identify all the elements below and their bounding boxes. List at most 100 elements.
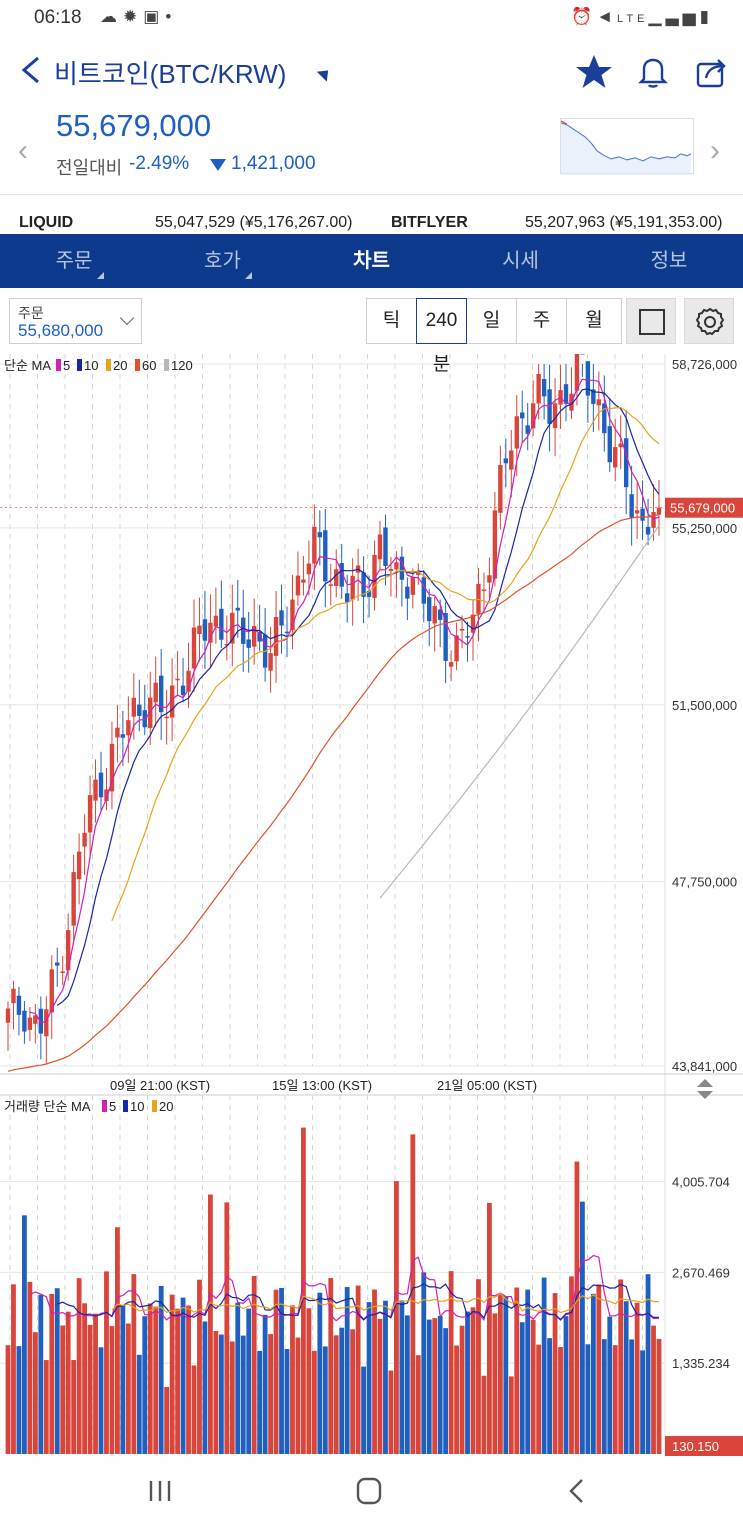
volume-bar — [618, 1279, 624, 1454]
back-icon[interactable] — [14, 50, 50, 90]
candle-body — [372, 554, 377, 598]
candle-body — [459, 629, 465, 631]
volume-bar — [432, 1318, 438, 1454]
volume-bar — [503, 1296, 509, 1454]
volume-bar — [394, 1181, 399, 1454]
chart-settings-button[interactable] — [684, 298, 734, 344]
candle-body — [377, 534, 383, 560]
candle-body — [596, 399, 602, 406]
period-tick-button[interactable]: 틱 — [366, 298, 417, 344]
x-tick-label: 09일 21:00 (KST) — [110, 1078, 210, 1093]
exchange-name-liquid: LIQUID — [19, 214, 74, 231]
back-nav-icon[interactable] — [563, 1476, 593, 1506]
volume-bar — [388, 1370, 394, 1454]
exchange-name-bitflyer: BITFLYER — [391, 214, 468, 231]
candle-body — [295, 575, 301, 596]
candle-body — [158, 675, 164, 713]
volume-bar — [629, 1339, 635, 1454]
candle-body — [607, 426, 612, 463]
volume-legend-swatch — [152, 1100, 157, 1112]
candlestick-chart[interactable]: 58,726,000 55,250,000 51,500,000 47,750,000… — [0, 351, 743, 1456]
volume-bar — [415, 1355, 421, 1454]
order-price-select[interactable]: 주문 55,680,000 — [9, 298, 142, 344]
candle-body — [323, 530, 328, 582]
chart-area[interactable]: 58,726,000 55,250,000 51,500,000 47,750,000… — [0, 351, 743, 1461]
page-title[interactable]: 비트코인(BTC/KRW) — [54, 59, 287, 89]
candle-body — [651, 511, 656, 528]
candle-body — [530, 403, 536, 429]
candle-body — [279, 610, 284, 626]
tab-orderbook[interactable]: 호가 — [148, 234, 297, 288]
tab-chart[interactable]: 차트 — [297, 234, 446, 288]
signal-icon: ▁▃▅ — [648, 7, 700, 26]
volume-bar — [240, 1335, 246, 1454]
volume-legend-swatch — [102, 1100, 107, 1112]
candle-body — [142, 710, 147, 728]
volume-bar — [404, 1315, 410, 1454]
lte-signal-icon: LTE — [617, 13, 649, 25]
candle-body — [153, 682, 158, 703]
mini-chart[interactable] — [560, 118, 694, 175]
period-week-button[interactable]: 주 — [516, 298, 567, 344]
volume-bar — [60, 1325, 66, 1454]
candle-body — [634, 510, 640, 514]
volume-bar — [32, 1332, 38, 1454]
recent-apps-icon[interactable] — [146, 1478, 176, 1504]
volume-bar — [208, 1194, 213, 1454]
tab-chart-label: 차트 — [353, 250, 390, 272]
volume-bar — [104, 1271, 109, 1454]
volume-bar — [27, 1281, 33, 1454]
volume-bar — [569, 1276, 574, 1454]
volume-bar — [552, 1293, 558, 1454]
candle-body — [443, 612, 448, 661]
volume-bar — [437, 1315, 443, 1454]
candle-body — [432, 606, 437, 624]
tab-info[interactable]: 정보 — [595, 234, 743, 288]
volume-bar — [355, 1285, 361, 1454]
share-icon[interactable] — [692, 52, 732, 92]
status-icons-right: ⏰◄LTE▁▃▅▮ — [571, 7, 713, 27]
candle-body — [49, 969, 54, 1013]
volume-bar — [16, 1346, 22, 1454]
candle-body — [629, 494, 634, 518]
volume-bar — [147, 1303, 153, 1454]
home-icon[interactable] — [355, 1476, 385, 1506]
period-month-button[interactable]: 월 — [566, 298, 622, 344]
candle-body — [33, 1015, 38, 1024]
period-day-button[interactable]: 일 — [466, 298, 517, 344]
candle-body — [623, 438, 629, 488]
candle-body — [448, 662, 454, 667]
prev-coin-icon[interactable]: ‹ — [18, 134, 28, 167]
volume-bar — [536, 1344, 542, 1454]
fullscreen-button[interactable] — [626, 298, 676, 344]
candle-body — [344, 593, 350, 603]
volume-bar — [596, 1284, 602, 1454]
candle-body — [454, 635, 459, 662]
candle-body — [230, 612, 235, 644]
tab-market[interactable]: 시세 — [446, 234, 595, 288]
ma-legend-label: 단순 MA — [4, 358, 51, 373]
volume-bar — [541, 1277, 547, 1454]
candle-body — [11, 988, 16, 1004]
volume-bar — [454, 1345, 459, 1454]
candle-body — [416, 570, 421, 575]
volume-bar — [487, 1202, 492, 1454]
candle-body — [591, 389, 596, 404]
tab-order[interactable]: 주문 — [0, 234, 148, 288]
volume-bar — [448, 1271, 454, 1454]
candle-body — [383, 527, 388, 566]
favorite-star-icon[interactable] — [574, 52, 614, 92]
volume-bar — [65, 1311, 71, 1454]
last-volume-tag — [665, 1436, 743, 1456]
candle-body — [186, 670, 191, 692]
title-dropdown-icon[interactable] — [316, 65, 334, 82]
bell-icon[interactable] — [633, 52, 673, 92]
period-240m-button[interactable]: 240분 — [416, 298, 467, 375]
candle-body — [498, 464, 503, 513]
change-amount: 1,421,000 — [231, 153, 316, 174]
volume-bar — [279, 1287, 284, 1454]
candle-body — [366, 590, 372, 597]
status-bar: 06:18 ☁✹▣• ⏰◄LTE▁▃▅▮ — [0, 0, 743, 36]
next-coin-icon[interactable]: › — [710, 134, 720, 167]
volume-bar — [54, 1288, 60, 1454]
